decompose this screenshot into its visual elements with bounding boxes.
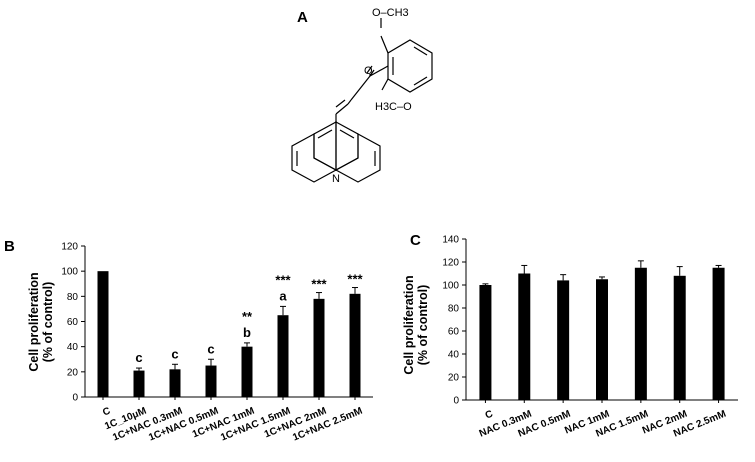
panel-a-letter: A: [297, 9, 308, 26]
chart-c: Cell proliferation (% of control) 0 20 40 6…: [402, 235, 738, 440]
chart-b: Cell proliferation (% of control) 0 20 40 6…: [27, 242, 373, 444]
chart-1-ytick-label: 60: [448, 327, 460, 338]
chart-1-ytick-label: 0: [453, 396, 459, 407]
chart-1-ytick-label: 140: [442, 235, 459, 246]
chart-0-bar: [133, 370, 145, 397]
methoxy-bottom-label: H3C–O: [375, 101, 412, 113]
chart-1-bar: [518, 273, 531, 400]
chart-0-bar: [277, 315, 289, 397]
chart-0-ytick-label: 20: [67, 367, 79, 378]
chart-b-ylabel-line1: Cell proliferation: [27, 272, 41, 371]
chart-0-star-label: ***: [275, 272, 291, 287]
chart-1-bar: [673, 275, 686, 400]
methoxy-top-label: O–CH3: [372, 7, 409, 19]
chemical-structure: [291, 18, 433, 183]
chart-0-ytick-label: 100: [61, 267, 78, 278]
chart-0-ytick-label: 0: [72, 393, 78, 404]
chart-0-star-label: ***: [311, 277, 327, 292]
chart-1-bar: [712, 267, 725, 400]
chart-0-star-label: **: [242, 309, 253, 324]
chart-0-letter-label: c: [171, 346, 178, 361]
chart-1-category-label: C: [484, 409, 495, 422]
chart-1-bar: [479, 285, 492, 400]
chart-1-ytick-label: 20: [448, 373, 460, 384]
chart-1-bar: [596, 279, 608, 400]
chart-0-star-label: ***: [347, 272, 363, 287]
chart-1-bar: [634, 267, 647, 400]
panel-c-letter: C: [410, 232, 421, 249]
panel-b-letter: B: [4, 238, 15, 255]
chart-0-letter-label: a: [279, 288, 287, 303]
chart-1-bar: [557, 280, 570, 400]
chart-0-ytick-label: 120: [61, 242, 78, 253]
chart-1-ytick-label: 80: [448, 304, 460, 315]
chart-b-ylabel-line2: (% of control): [41, 282, 55, 363]
chart-0-bar: [97, 271, 109, 397]
chart-0-bar: [169, 369, 181, 397]
chart-0-ytick-label: 80: [67, 292, 79, 303]
chart-c-ylabel-line1: Cell proliferation: [402, 275, 416, 374]
chart-0-bar: [349, 293, 361, 397]
chart-1-ytick-label: 100: [442, 281, 459, 292]
chart-0-letter-label: b: [243, 325, 251, 340]
chart-1-ytick-label: 120: [442, 258, 459, 269]
chart-0-letter-label: c: [135, 350, 142, 365]
chart-0-bar: [241, 346, 253, 397]
chart-1-ytick-label: 40: [448, 350, 460, 361]
chart-0-category-label: C: [101, 406, 112, 419]
carbonyl-o-label: O: [364, 65, 373, 77]
chart-0-letter-label: c: [207, 341, 214, 356]
chart-0-ytick-label: 40: [67, 342, 79, 353]
nitrogen-label: N: [332, 173, 340, 185]
chart-0-bar: [205, 365, 217, 397]
chart-c-ylabel-line2: (% of control): [416, 285, 430, 366]
chart-0-ytick-label: 60: [67, 317, 79, 328]
phenyl-ring: [387, 39, 433, 93]
acridine-left-ring: [313, 120, 337, 172]
chart-0-bar: [313, 298, 325, 397]
